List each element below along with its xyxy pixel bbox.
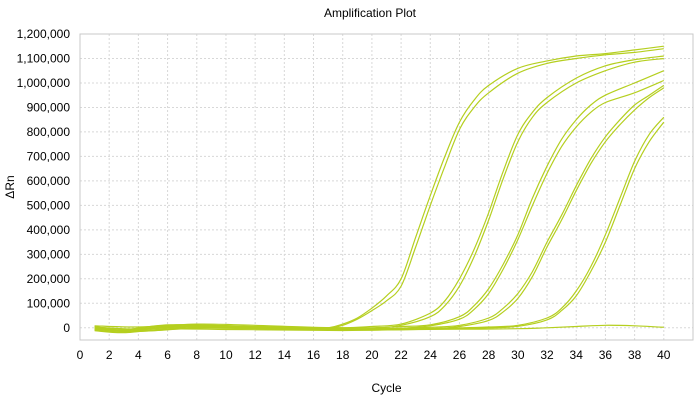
amplification-curve-10 xyxy=(94,121,665,332)
x-tick-label: 4 xyxy=(135,348,142,362)
x-tick-label: 18 xyxy=(336,348,350,362)
x-tick-label: 2 xyxy=(106,348,113,362)
amplification-curve-2 xyxy=(94,48,664,333)
amplification-curve-5 xyxy=(94,70,665,329)
x-tick-label: 26 xyxy=(453,348,467,362)
x-tick-label: 30 xyxy=(511,348,525,362)
x-tick-label: 36 xyxy=(599,348,613,362)
y-tick-label: 600,000 xyxy=(27,174,71,188)
x-tick-label: 14 xyxy=(278,348,292,362)
y-axis-title: ΔRn xyxy=(3,175,17,198)
x-axis-title: Cycle xyxy=(371,381,401,395)
x-tick-label: 6 xyxy=(164,348,171,362)
y-tick-label: 800,000 xyxy=(27,125,71,139)
x-tick-label: 34 xyxy=(570,348,584,362)
x-tick-label: 28 xyxy=(482,348,496,362)
y-tick-label: 0 xyxy=(63,321,70,335)
amplification-curve-4 xyxy=(94,57,664,333)
y-tick-label: 400,000 xyxy=(27,223,71,237)
x-tick-label: 16 xyxy=(307,348,321,362)
plot-frame xyxy=(79,33,694,341)
x-tick-label: 8 xyxy=(193,348,200,362)
x-tick-label: 32 xyxy=(540,348,554,362)
y-tick-label: 1,000,000 xyxy=(17,76,71,90)
x-tick-label: 12 xyxy=(248,348,262,362)
y-tick-label: 100,000 xyxy=(27,296,71,310)
y-tick-label: 700,000 xyxy=(27,149,71,163)
x-tick-label: 0 xyxy=(77,348,84,362)
grid-layer xyxy=(80,33,693,340)
x-tick-label: 40 xyxy=(657,348,671,362)
y-tick-label: 1,200,000 xyxy=(17,27,71,41)
y-tick-label: 900,000 xyxy=(27,100,71,114)
axis-layer: 0 2 4 6 8 10 12 14 16 18 20 22 24 26 28 30 32 34 36 38 40010… xyxy=(17,27,671,362)
x-tick-label: 38 xyxy=(628,348,642,362)
amplification-curve-9 xyxy=(94,116,665,330)
y-tick-label: 200,000 xyxy=(27,272,71,286)
y-tick-label: 500,000 xyxy=(27,198,71,212)
x-tick-label: 10 xyxy=(219,348,233,362)
y-tick-label: 300,000 xyxy=(27,247,71,261)
x-tick-label: 22 xyxy=(394,348,408,362)
chart-title: Amplification Plot xyxy=(323,6,417,20)
x-tick-label: 24 xyxy=(424,348,438,362)
series-layer xyxy=(94,45,665,334)
x-tick-label: 20 xyxy=(365,348,379,362)
y-tick-label: 1,100,000 xyxy=(17,51,71,65)
amplification-curve-11 xyxy=(94,324,664,334)
